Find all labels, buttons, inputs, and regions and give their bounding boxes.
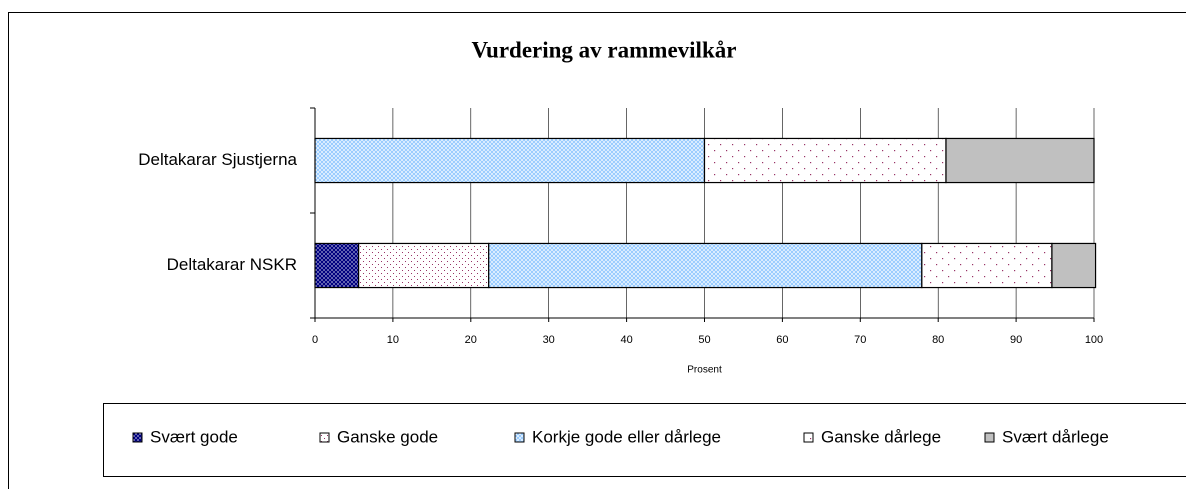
x-tick-label: 90 xyxy=(1010,334,1022,346)
legend-label: Svært dårlege xyxy=(1002,427,1109,446)
chart-title: Vurdering av rammevilkår xyxy=(472,37,737,62)
legend-swatch xyxy=(319,432,330,443)
y-tick-label: Deltakarar NSKR xyxy=(167,255,297,274)
x-tick-label: 70 xyxy=(854,334,866,346)
legend-swatch xyxy=(803,432,814,443)
x-tick-label: 40 xyxy=(620,334,632,346)
x-tick-label: 80 xyxy=(932,334,944,346)
legend-label: Ganske gode xyxy=(337,427,438,446)
bar-segment xyxy=(314,242,360,289)
bar-segment xyxy=(703,137,947,184)
y-tick-label: Deltakarar Sjustjerna xyxy=(138,150,297,169)
legend-swatch xyxy=(514,432,525,443)
legend-label: Ganske dårlege xyxy=(821,427,941,446)
x-tick-label: 20 xyxy=(465,334,477,346)
legend-swatch xyxy=(132,432,143,443)
bar-segment xyxy=(488,242,923,289)
legend-label: Korkje gode eller dårlege xyxy=(532,427,721,446)
bar-segment xyxy=(921,242,1053,289)
x-tick-label: 100 xyxy=(1085,334,1103,346)
bar-segment xyxy=(314,137,706,184)
x-tick-label: 30 xyxy=(543,334,555,346)
bar-segment xyxy=(1051,242,1097,289)
x-axis-label: Prosent xyxy=(687,365,722,376)
bar-segment xyxy=(945,137,1095,184)
legend-label: Svært gode xyxy=(150,427,238,446)
x-tick-label: 10 xyxy=(387,334,399,346)
x-tick-label: 60 xyxy=(776,334,788,346)
bar-segment xyxy=(358,242,490,289)
x-tick-label: 50 xyxy=(698,334,710,346)
legend-swatch xyxy=(984,432,995,443)
legend-box xyxy=(103,403,1186,477)
x-tick-label: 0 xyxy=(312,334,318,346)
